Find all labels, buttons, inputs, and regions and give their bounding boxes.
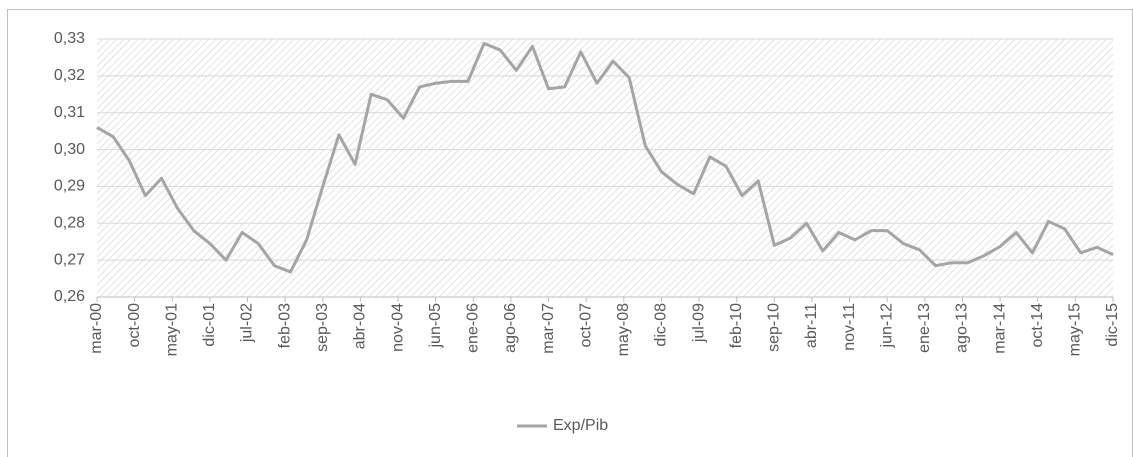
x-tick-label: sep-10 [766,303,783,352]
x-tick-label: feb-10 [728,303,745,348]
x-tick-label: dic-01 [201,303,218,347]
x-tick-label: jul-02 [239,303,256,343]
series-line [96,41,1114,274]
y-tick-label: 0,26 [54,288,85,305]
x-tick-label: abr-04 [352,303,369,349]
x-tick-label: nov-04 [389,303,406,352]
x-tick-label: mar-00 [88,303,105,354]
x-tick-label: dic-08 [653,303,670,347]
x-tick-label: jun-05 [427,303,444,349]
x-tick-label: dic-15 [1104,303,1121,347]
y-tick-label: 0,30 [54,141,85,158]
x-tick-label: ene-13 [916,303,933,353]
x-tick-label: abr-11 [803,303,820,348]
x-tick-label: oct-07 [577,303,594,348]
y-tick-label: 0,29 [54,178,85,195]
x-tick-label: nov-11 [841,303,858,351]
plot-area [97,39,1113,297]
x-tick-label: sep-03 [314,303,331,352]
x-tick-label: jun-12 [878,303,895,349]
x-tick-label: mar-07 [540,303,557,354]
x-tick-label: may-01 [163,303,180,356]
x-tick-label: ene-06 [465,303,482,353]
x-tick-label: oct-00 [126,303,143,348]
x-tick-label: jul-09 [690,303,707,343]
x-tick-label: oct-14 [1029,303,1046,348]
y-tick-label: 0,31 [54,104,85,121]
y-tick-label: 0,28 [54,215,85,232]
y-tick-label: 0,33 [54,30,85,47]
legend-label: Exp/Pib [553,417,608,434]
x-tick-label: may-15 [1067,303,1084,356]
x-tick-label: may-08 [615,303,632,356]
y-tick-label: 0,32 [54,67,85,84]
x-tick-label: feb-03 [276,303,293,348]
x-tick-label: ago-13 [954,303,971,353]
x-tick-label: mar-14 [991,303,1008,354]
x-tick-label: ago-06 [502,303,519,353]
y-tick-label: 0,27 [54,251,85,268]
